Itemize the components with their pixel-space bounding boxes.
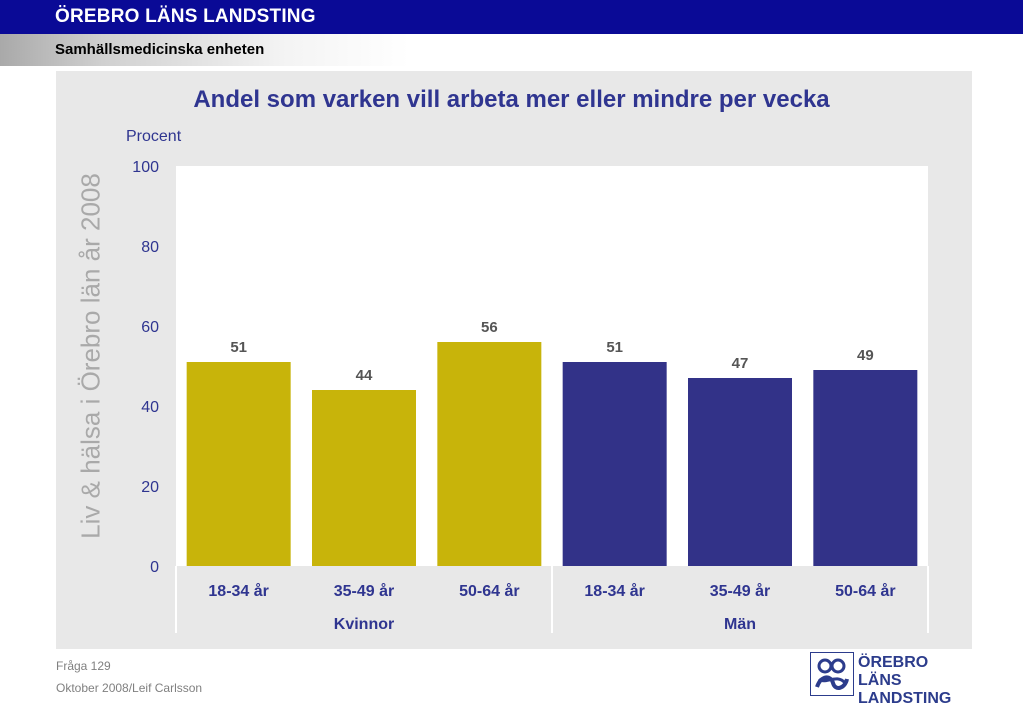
y-tick-label: 100 [132,159,159,176]
question-number: Fråga 129 [56,659,111,673]
bar [312,390,416,566]
data-label: 51 [230,339,247,356]
plot-area [176,166,928,566]
data-label: 44 [356,367,373,384]
data-label: 49 [857,347,874,364]
x-tick-label: 35-49 år [334,582,395,600]
data-label: 56 [481,319,498,336]
logo-mark-icon [810,652,854,696]
x-tick-label: 50-64 år [459,582,520,600]
y-tick-label: 0 [150,559,159,576]
x-tick-label: 18-34 år [584,582,645,600]
logo: ÖREBRO LÄNS LANDSTING [810,652,970,707]
x-tick-label: 35-49 år [710,582,771,600]
group-label: Kvinnor [334,616,394,633]
bar [813,370,918,566]
logo-line2: LANDSTING [858,690,952,707]
logo-text: ÖREBRO LÄNS LANDSTING [858,654,970,708]
date-author: Oktober 2008/Leif Carlsson [56,681,203,695]
bar [186,362,291,566]
header-bar: ÖREBRO LÄNS LANDSTING [0,0,1023,34]
y-axis-label: Procent [126,128,182,145]
bar [437,342,542,566]
y-tick-label: 60 [141,319,159,336]
y-tick-label: 20 [141,479,159,496]
y-tick-label: 40 [141,399,159,416]
sub-header-bar: Samhällsmedicinska enheten [0,34,410,66]
unit-title: Samhällsmedicinska enheten [55,41,265,58]
group-label: Män [724,616,756,633]
x-tick-label: 18-34 år [208,582,269,600]
y-tick-label: 80 [141,239,159,256]
bar [562,362,667,566]
bar [688,378,792,566]
data-label: 51 [606,339,623,356]
org-title: ÖREBRO LÄNS LANDSTING [55,6,316,27]
logo-line1: ÖREBRO LÄNS [858,654,929,689]
data-label: 47 [732,355,749,372]
chart-title: Andel som varken vill arbeta mer eller m… [193,86,830,113]
x-tick-label: 50-64 år [835,582,896,600]
